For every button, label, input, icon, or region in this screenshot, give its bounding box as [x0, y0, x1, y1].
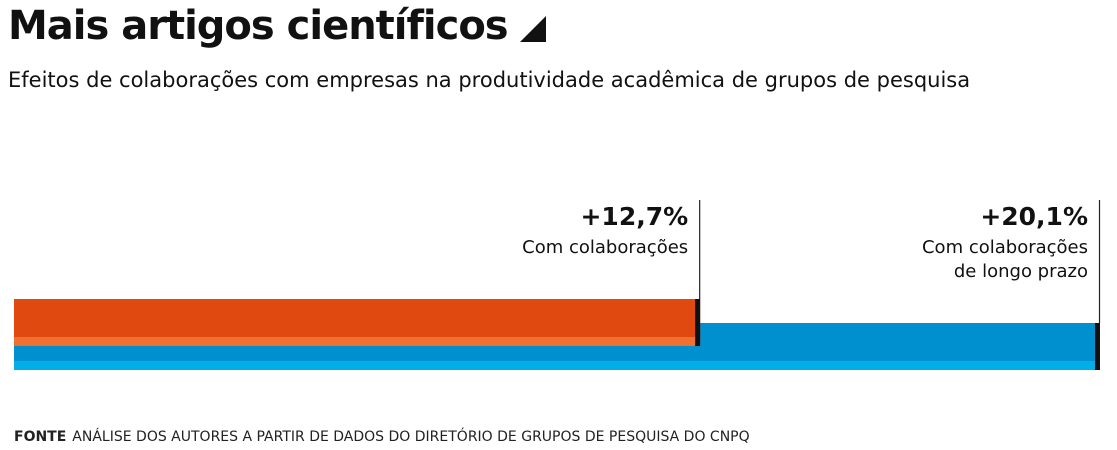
value-label-2: +20,1%: [980, 202, 1088, 231]
page-subtitle: Efeitos de colaborações com empresas na …: [8, 68, 971, 92]
triangle-icon: [519, 16, 546, 42]
bar-2-highlight: [14, 361, 1100, 370]
series-label-2-line-2: de longo prazo: [954, 261, 1088, 282]
series-label-1-line-1: Com colaborações: [522, 237, 688, 258]
source-note: FONTE ANÁLISE DOS AUTORES A PARTIR DE DAD…: [14, 427, 750, 447]
source-label: FONTE: [14, 429, 67, 445]
value-label-1: +12,7%: [580, 202, 688, 231]
bar-1: [14, 299, 701, 337]
chart-canvas: +12,7% Com colaborações +20,1% Com colabora…: [14, 200, 1101, 370]
bar-1-highlight: [14, 337, 701, 346]
series-label-2-line-1: Com colaborações: [922, 237, 1088, 258]
source-text: ANÁLISE DOS AUTORES A PARTIR DE DADOS DO…: [72, 429, 750, 445]
title-row: Mais artigos científicos: [8, 0, 546, 52]
page-title: Mais artigos científicos: [8, 3, 509, 49]
bar-1-end-marker: [695, 299, 701, 346]
bar-2-end-marker: [1095, 323, 1100, 370]
